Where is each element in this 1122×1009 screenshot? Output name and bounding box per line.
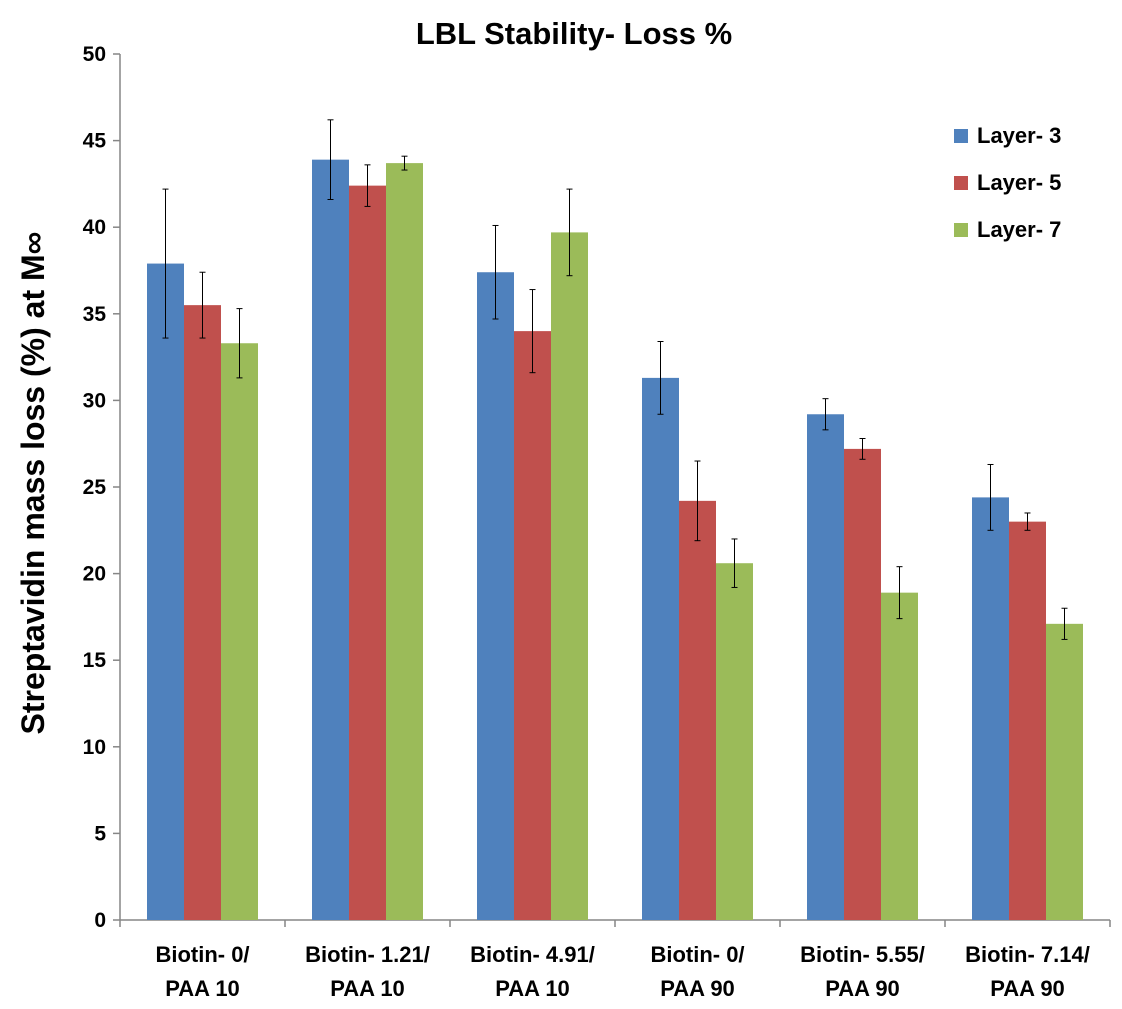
x-category-label-line: Biotin- 0/ [650,942,744,967]
x-category-label-line: PAA 10 [330,976,405,1001]
bar [807,414,844,920]
bar [716,563,753,920]
x-category-label-line: PAA 10 [165,976,240,1001]
bar [477,272,514,920]
bar [221,343,258,920]
x-category-label: Biotin- 0/PAA 90 [650,942,744,1001]
y-tick-label: 35 [83,303,107,326]
y-tick-label: 5 [94,822,106,845]
legend-label: Layer- 7 [977,217,1061,242]
y-tick-label: 30 [83,389,106,412]
y-tick-label: 0 [94,909,106,932]
bar [642,377,679,920]
bar [972,497,1009,920]
y-tick-label: 45 [83,130,107,153]
y-tick-label: 40 [83,216,106,239]
bar [881,592,918,920]
legend-swatch [954,223,968,237]
y-axis-label: Streptavidin mass loss (%) at M∞ [15,232,51,735]
x-category-label: Biotin- 1.21/PAA 10 [305,942,430,1001]
y-tick-label: 20 [83,563,106,586]
y-tick-label: 10 [83,736,106,759]
x-category-label-line: Biotin- 4.91/ [470,942,595,967]
x-category-label-line: Biotin- 1.21/ [305,942,430,967]
x-category-label-line: Biotin- 0/ [155,942,249,967]
x-category-label: Biotin- 7.14/PAA 90 [965,942,1090,1001]
legend: Layer- 3 Layer- 5 Layer- 7 [954,123,1061,242]
x-category-label-line: PAA 90 [660,976,735,1001]
bar [312,159,349,921]
bar [844,448,881,920]
y-tick-label: 25 [83,476,107,499]
legend-label: Layer- 3 [977,123,1061,148]
bar [1046,623,1083,920]
bar [551,232,588,920]
bar [386,163,423,921]
chart-title: LBL Stability- Loss % [416,16,732,51]
x-category-label: Biotin- 5.55/PAA 90 [800,942,925,1001]
y-tick-label: 50 [83,43,106,66]
bar [147,263,184,920]
x-category-label-line: Biotin- 5.55/ [800,942,925,967]
legend-swatch [954,176,968,190]
bar [514,331,551,920]
bar [679,500,716,920]
x-category-label: Biotin- 4.91/PAA 10 [470,942,595,1001]
x-category-label-line: PAA 10 [495,976,570,1001]
x-category-label-line: PAA 90 [990,976,1065,1001]
y-tick-label: 15 [83,649,107,672]
x-category-label-line: PAA 90 [825,976,900,1001]
legend-swatch [954,129,968,143]
x-category-label: Biotin- 0/PAA 10 [155,942,249,1001]
bar [1009,521,1046,920]
legend-label: Layer- 5 [977,170,1061,195]
bar [184,305,221,920]
bar [349,185,386,920]
x-category-label-line: Biotin- 7.14/ [965,942,1090,967]
